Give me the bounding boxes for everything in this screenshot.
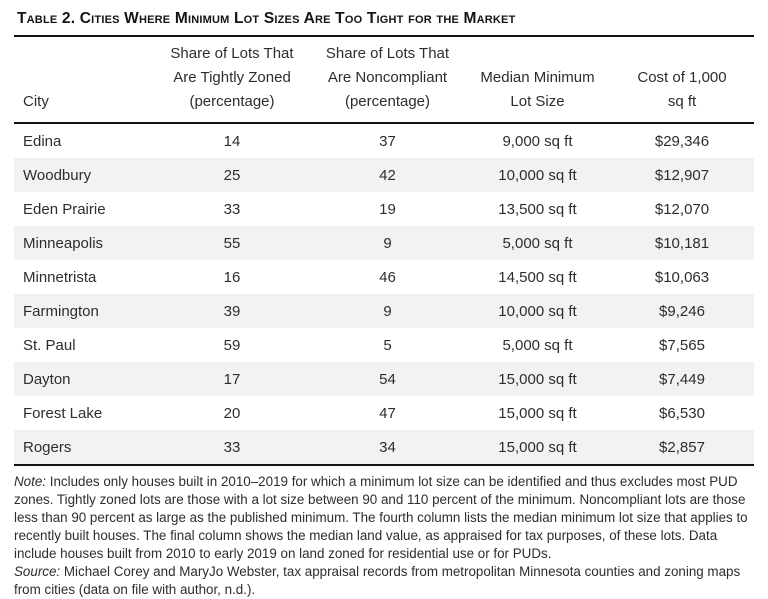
cell-cost: $10,063 bbox=[654, 268, 710, 286]
cell-city: St. Paul bbox=[23, 336, 76, 354]
header-line: (percentage) bbox=[344, 93, 431, 110]
cell-cost: $12,070 bbox=[654, 200, 710, 218]
cell-median-lot-size: 15,000 sq ft bbox=[498, 370, 577, 388]
cell-median-lot-size: 5,000 sq ft bbox=[502, 234, 573, 252]
data-table: City Share of Lots That Are Tightly Zone… bbox=[14, 35, 754, 466]
header-line: Lot Size bbox=[510, 93, 565, 110]
cell-cost: $6,530 bbox=[659, 404, 705, 422]
cell-tightly-zoned: 20 bbox=[223, 404, 241, 422]
header-line: (percentage) bbox=[189, 93, 275, 110]
cell-city: Dayton bbox=[23, 370, 71, 388]
table-row: Dayton 17 54 15,000 sq ft $7,449 bbox=[14, 362, 754, 396]
source-paragraph: Source: Michael Corey and MaryJo Webster… bbox=[14, 563, 754, 599]
cell-noncompliant: 37 bbox=[379, 132, 396, 150]
cell-city: Minneapolis bbox=[23, 234, 104, 252]
cell-cost: $7,449 bbox=[659, 370, 705, 388]
table-row: Woodbury 25 42 10,000 sq ft $12,907 bbox=[14, 158, 754, 192]
table-row: Farmington 39 9 10,000 sq ft $9,246 bbox=[14, 294, 754, 328]
note-paragraph: Note: Includes only houses built in 2010… bbox=[14, 473, 754, 563]
header-line: Share of Lots That bbox=[170, 45, 294, 62]
cell-median-lot-size: 10,000 sq ft bbox=[498, 166, 577, 184]
note-text: Includes only houses built in 2010–2019 … bbox=[14, 474, 748, 561]
column-header-cost: Cost of 1,000 sq ft bbox=[610, 36, 754, 124]
cell-city: Eden Prairie bbox=[23, 200, 106, 218]
cell-city: Edina bbox=[23, 132, 62, 150]
cell-median-lot-size: 9,000 sq ft bbox=[502, 132, 573, 150]
cell-city: Woodbury bbox=[23, 166, 92, 184]
table-body: Edina 14 37 9,000 sq ft $29,346 Woodbury 25 42 1… bbox=[14, 123, 754, 465]
table-row: Edina 14 37 9,000 sq ft $29,346 bbox=[14, 123, 754, 158]
cell-noncompliant: 42 bbox=[379, 166, 396, 184]
source-label: Source: bbox=[14, 564, 61, 579]
column-header-median-lot-size: Median Minimum Lot Size bbox=[465, 36, 610, 124]
header-line: Are Tightly Zoned bbox=[173, 69, 291, 86]
cell-tightly-zoned: 25 bbox=[223, 166, 241, 184]
cell-cost: $10,181 bbox=[654, 234, 710, 252]
header-line: Share of Lots That bbox=[325, 45, 450, 62]
cell-median-lot-size: 15,000 sq ft bbox=[498, 404, 577, 422]
cell-median-lot-size: 13,500 sq ft bbox=[498, 200, 577, 218]
cell-noncompliant: 46 bbox=[379, 268, 396, 286]
table-header: City Share of Lots That Are Tightly Zone… bbox=[14, 36, 754, 124]
header-line: Are Noncompliant bbox=[327, 69, 448, 86]
cell-median-lot-size: 14,500 sq ft bbox=[498, 268, 577, 286]
cell-tightly-zoned: 14 bbox=[223, 132, 241, 150]
cell-city: Rogers bbox=[23, 438, 72, 456]
cell-city: Farmington bbox=[23, 302, 99, 320]
cell-noncompliant: 9 bbox=[383, 234, 392, 252]
cell-cost: $9,246 bbox=[659, 302, 705, 320]
header-line: Cost of 1,000 bbox=[637, 69, 727, 86]
cell-tightly-zoned: 17 bbox=[223, 370, 241, 388]
cell-median-lot-size: 5,000 sq ft bbox=[502, 336, 573, 354]
cell-noncompliant: 47 bbox=[379, 404, 396, 422]
cell-noncompliant: 9 bbox=[383, 302, 392, 320]
cell-median-lot-size: 10,000 sq ft bbox=[498, 302, 577, 320]
cell-noncompliant: 34 bbox=[379, 438, 396, 456]
table-notes: Note: Includes only houses built in 2010… bbox=[14, 466, 754, 599]
table-row: Minnetrista 16 46 14,500 sq ft $10,063 bbox=[14, 260, 754, 294]
cell-cost: $2,857 bbox=[659, 438, 705, 456]
cell-cost: $7,565 bbox=[659, 336, 705, 354]
table-row: Minneapolis 55 9 5,000 sq ft $10,181 bbox=[14, 226, 754, 260]
cell-tightly-zoned: 16 bbox=[223, 268, 241, 286]
column-header-tightly-zoned: Share of Lots That Are Tightly Zoned (pe… bbox=[154, 36, 310, 124]
cell-city: Minnetrista bbox=[23, 268, 97, 286]
cell-noncompliant: 5 bbox=[383, 336, 392, 354]
table-row: Eden Prairie 33 19 13,500 sq ft $12,070 bbox=[14, 192, 754, 226]
header-row: City Share of Lots That Are Tightly Zone… bbox=[14, 36, 754, 124]
table-title: Table 2. Cities Where Minimum Lot Sizes … bbox=[17, 10, 516, 27]
header-line: sq ft bbox=[667, 93, 697, 110]
cell-tightly-zoned: 55 bbox=[223, 234, 241, 252]
cell-cost: $12,907 bbox=[654, 166, 710, 184]
source-text: Michael Corey and MaryJo Webster, tax ap… bbox=[14, 564, 741, 597]
cell-tightly-zoned: 59 bbox=[223, 336, 241, 354]
table-row: Forest Lake 20 47 15,000 sq ft $6,530 bbox=[14, 396, 754, 430]
header-line: Median Minimum bbox=[480, 69, 595, 86]
cell-median-lot-size: 15,000 sq ft bbox=[498, 438, 577, 456]
cell-tightly-zoned: 33 bbox=[223, 200, 241, 218]
column-header-noncompliant: Share of Lots That Are Noncompliant (per… bbox=[310, 36, 465, 124]
column-header-city: City bbox=[14, 36, 154, 124]
cell-city: Forest Lake bbox=[23, 404, 103, 422]
cell-noncompliant: 54 bbox=[379, 370, 396, 388]
cell-cost: $29,346 bbox=[654, 132, 710, 150]
cell-tightly-zoned: 39 bbox=[223, 302, 241, 320]
table-row: Rogers 33 34 15,000 sq ft $2,857 bbox=[14, 430, 754, 465]
cell-tightly-zoned: 33 bbox=[223, 438, 241, 456]
table-row: St. Paul 59 5 5,000 sq ft $7,565 bbox=[14, 328, 754, 362]
cell-noncompliant: 19 bbox=[379, 200, 396, 218]
note-label: Note: bbox=[14, 474, 47, 489]
header-line: City bbox=[23, 93, 49, 110]
